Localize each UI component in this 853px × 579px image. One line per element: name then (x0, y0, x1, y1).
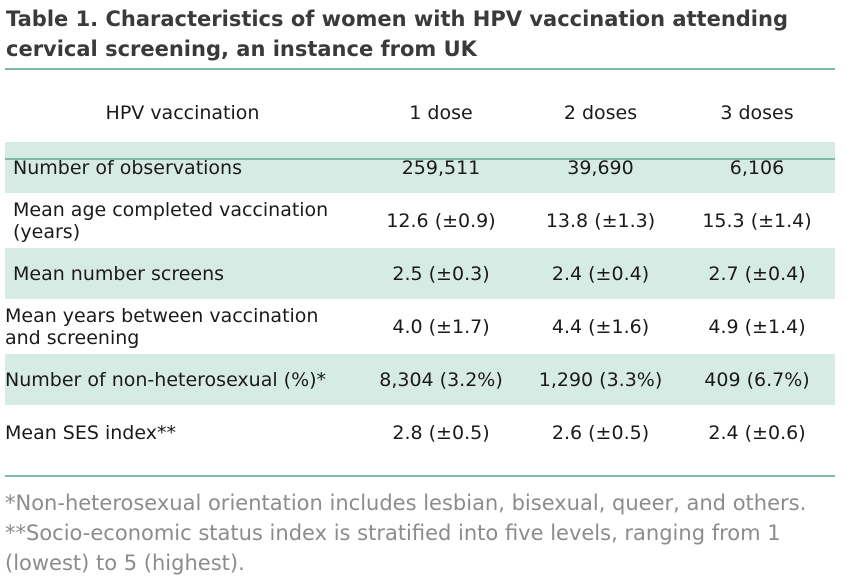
table-row: Mean age completed vaccination (years) 1… (5, 193, 835, 247)
characteristics-table: HPV vaccination 1 dose 2 doses 3 doses N… (5, 86, 835, 458)
table-row: Mean SES index** 2.8 (±0.5) 2.6 (±0.5) 2… (5, 405, 835, 458)
table-cell: 1,290 (3.3%) (522, 352, 679, 406)
row-label: Mean years between vaccination and scree… (5, 299, 360, 353)
table-cell: 2.7 (±0.4) (679, 246, 835, 300)
table-cell: 12.6 (±0.9) (360, 193, 522, 247)
table-cell: 259,511 (360, 140, 522, 194)
table-row: Mean years between vaccination and scree… (5, 299, 835, 353)
footnotes: *Non-heterosexual orientation includes l… (5, 488, 853, 578)
table-cell: 2.4 (±0.4) (522, 246, 679, 300)
header-row: HPV vaccination 1 dose 2 doses 3 doses (5, 86, 835, 141)
table-cell: 4.4 (±1.6) (522, 299, 679, 353)
table-cell: 4.9 (±1.4) (679, 299, 835, 353)
header-cell: 2 doses (563, 102, 638, 124)
footnote-ses: **Socio-economic status index is stratif… (5, 521, 781, 575)
header-cell: 1 dose (409, 102, 473, 124)
table-row: Number of observations 259,511 39,690 6,… (5, 140, 835, 194)
table-cell: 39,690 (522, 140, 679, 194)
table-cell: 13.8 (±1.3) (522, 193, 679, 247)
table-cell: 8,304 (3.2%) (360, 352, 522, 406)
footnote-orientation: *Non-heterosexual orientation includes l… (5, 491, 807, 515)
table-row: Number of non-heterosexual (%)* 8,304 (3… (5, 352, 835, 406)
header-cell: HPV vaccination (105, 102, 260, 124)
table-cell: 409 (6.7%) (679, 352, 835, 406)
table-cell: 2.4 (±0.6) (679, 405, 835, 458)
row-label: Mean age completed vaccination (years) (5, 193, 360, 247)
row-label: Number of observations (5, 140, 360, 194)
table-row: Mean number screens 2.5 (±0.3) 2.4 (±0.4… (5, 246, 835, 300)
row-label: Mean SES index** (5, 405, 360, 458)
header-rule (5, 158, 835, 160)
table-cell: 2.8 (±0.5) (360, 405, 522, 458)
row-label: Number of non-heterosexual (%)* (5, 352, 360, 406)
header-cell: 3 doses (720, 102, 794, 124)
table-cell: 2.6 (±0.5) (522, 405, 679, 458)
bottom-rule (5, 475, 835, 477)
table-cell: 6,106 (679, 140, 835, 194)
top-rule (5, 68, 835, 70)
table-title: Table 1. Characteristics of women with H… (6, 7, 788, 61)
table-cell: 4.0 (±1.7) (360, 299, 522, 353)
table-cell: 15.3 (±1.4) (679, 193, 835, 247)
table-cell: 2.5 (±0.3) (360, 246, 522, 300)
row-label: Mean number screens (5, 246, 360, 300)
